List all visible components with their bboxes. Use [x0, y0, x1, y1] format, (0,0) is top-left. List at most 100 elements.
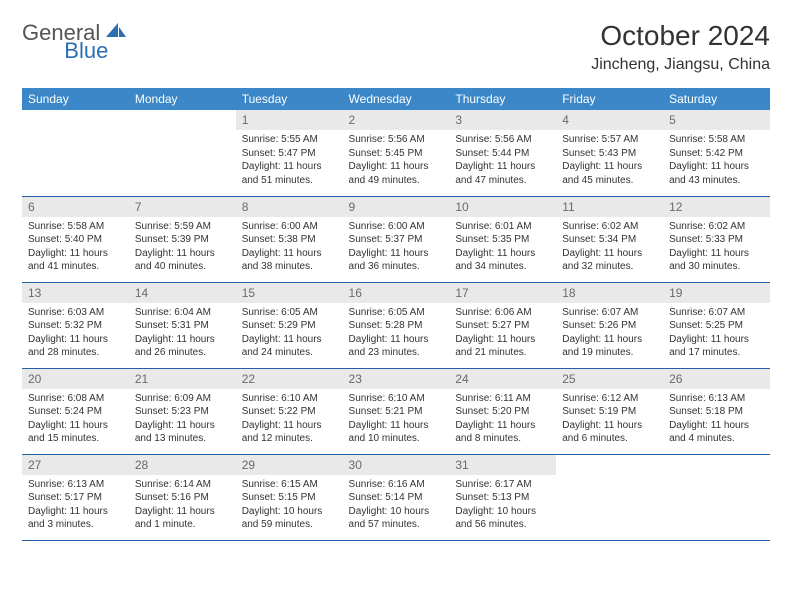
sunrise-text: Sunrise: 6:07 AM	[562, 306, 657, 320]
sunset-text: Sunset: 5:44 PM	[455, 147, 550, 161]
day-number: 31	[449, 455, 556, 475]
sunrise-text: Sunrise: 5:56 AM	[349, 133, 444, 147]
daylight-text: Daylight: 11 hours and 6 minutes.	[562, 419, 657, 446]
daylight-text: Daylight: 11 hours and 38 minutes.	[242, 247, 337, 274]
calendar-cell: 3Sunrise: 5:56 AMSunset: 5:44 PMDaylight…	[449, 110, 556, 196]
sunset-text: Sunset: 5:29 PM	[242, 319, 337, 333]
day-number: 27	[22, 455, 129, 475]
sunrise-text: Sunrise: 5:56 AM	[455, 133, 550, 147]
calendar-week: 1Sunrise: 5:55 AMSunset: 5:47 PMDaylight…	[22, 110, 770, 196]
calendar-cell: 2Sunrise: 5:56 AMSunset: 5:45 PMDaylight…	[343, 110, 450, 196]
sunrise-text: Sunrise: 6:13 AM	[669, 392, 764, 406]
day-data: Sunrise: 6:12 AMSunset: 5:19 PMDaylight:…	[556, 389, 663, 450]
sunset-text: Sunset: 5:31 PM	[135, 319, 230, 333]
day-number: 7	[129, 197, 236, 217]
sunset-text: Sunset: 5:21 PM	[349, 405, 444, 419]
day-number: 3	[449, 110, 556, 130]
day-number: 22	[236, 369, 343, 389]
sunset-text: Sunset: 5:25 PM	[669, 319, 764, 333]
daylight-text: Daylight: 11 hours and 17 minutes.	[669, 333, 764, 360]
calendar-cell: 24Sunrise: 6:11 AMSunset: 5:20 PMDayligh…	[449, 368, 556, 454]
daylight-text: Daylight: 11 hours and 45 minutes.	[562, 160, 657, 187]
day-data: Sunrise: 6:16 AMSunset: 5:14 PMDaylight:…	[343, 475, 450, 536]
calendar-cell	[556, 454, 663, 540]
sunrise-text: Sunrise: 5:58 AM	[28, 220, 123, 234]
calendar-cell: 14Sunrise: 6:04 AMSunset: 5:31 PMDayligh…	[129, 282, 236, 368]
calendar-cell: 10Sunrise: 6:01 AMSunset: 5:35 PMDayligh…	[449, 196, 556, 282]
day-number: 25	[556, 369, 663, 389]
day-data: Sunrise: 6:03 AMSunset: 5:32 PMDaylight:…	[22, 303, 129, 364]
daylight-text: Daylight: 11 hours and 4 minutes.	[669, 419, 764, 446]
day-data: Sunrise: 5:56 AMSunset: 5:45 PMDaylight:…	[343, 130, 450, 191]
daylight-text: Daylight: 11 hours and 19 minutes.	[562, 333, 657, 360]
sunrise-text: Sunrise: 5:55 AM	[242, 133, 337, 147]
calendar-cell: 15Sunrise: 6:05 AMSunset: 5:29 PMDayligh…	[236, 282, 343, 368]
day-data: Sunrise: 6:11 AMSunset: 5:20 PMDaylight:…	[449, 389, 556, 450]
day-data: Sunrise: 6:01 AMSunset: 5:35 PMDaylight:…	[449, 217, 556, 278]
sunset-text: Sunset: 5:35 PM	[455, 233, 550, 247]
sunset-text: Sunset: 5:40 PM	[28, 233, 123, 247]
sunrise-text: Sunrise: 5:57 AM	[562, 133, 657, 147]
calendar-cell: 1Sunrise: 5:55 AMSunset: 5:47 PMDaylight…	[236, 110, 343, 196]
day-header: Sunday	[22, 88, 129, 110]
day-data: Sunrise: 6:04 AMSunset: 5:31 PMDaylight:…	[129, 303, 236, 364]
sunrise-text: Sunrise: 6:11 AM	[455, 392, 550, 406]
daylight-text: Daylight: 11 hours and 10 minutes.	[349, 419, 444, 446]
day-number: 28	[129, 455, 236, 475]
sunset-text: Sunset: 5:18 PM	[669, 405, 764, 419]
daylight-text: Daylight: 11 hours and 30 minutes.	[669, 247, 764, 274]
day-number: 29	[236, 455, 343, 475]
daylight-text: Daylight: 11 hours and 1 minute.	[135, 505, 230, 532]
day-data: Sunrise: 6:14 AMSunset: 5:16 PMDaylight:…	[129, 475, 236, 536]
location: Jincheng, Jiangsu, China	[591, 56, 770, 74]
sunrise-text: Sunrise: 6:05 AM	[349, 306, 444, 320]
day-number: 1	[236, 110, 343, 130]
sunset-text: Sunset: 5:13 PM	[455, 491, 550, 505]
sunset-text: Sunset: 5:14 PM	[349, 491, 444, 505]
daylight-text: Daylight: 11 hours and 13 minutes.	[135, 419, 230, 446]
month-title: October 2024	[591, 20, 770, 52]
sunrise-text: Sunrise: 6:02 AM	[562, 220, 657, 234]
day-data: Sunrise: 6:02 AMSunset: 5:33 PMDaylight:…	[663, 217, 770, 278]
calendar-cell: 25Sunrise: 6:12 AMSunset: 5:19 PMDayligh…	[556, 368, 663, 454]
sunset-text: Sunset: 5:33 PM	[669, 233, 764, 247]
calendar-cell	[22, 110, 129, 196]
sunrise-text: Sunrise: 6:16 AM	[349, 478, 444, 492]
day-data: Sunrise: 5:55 AMSunset: 5:47 PMDaylight:…	[236, 130, 343, 191]
sunset-text: Sunset: 5:38 PM	[242, 233, 337, 247]
calendar-table: SundayMondayTuesdayWednesdayThursdayFrid…	[22, 88, 770, 541]
sunrise-text: Sunrise: 6:15 AM	[242, 478, 337, 492]
sunrise-text: Sunrise: 6:17 AM	[455, 478, 550, 492]
calendar-cell: 7Sunrise: 5:59 AMSunset: 5:39 PMDaylight…	[129, 196, 236, 282]
calendar-cell: 11Sunrise: 6:02 AMSunset: 5:34 PMDayligh…	[556, 196, 663, 282]
sunrise-text: Sunrise: 6:12 AM	[562, 392, 657, 406]
calendar-cell: 17Sunrise: 6:06 AMSunset: 5:27 PMDayligh…	[449, 282, 556, 368]
day-header: Friday	[556, 88, 663, 110]
day-data: Sunrise: 6:17 AMSunset: 5:13 PMDaylight:…	[449, 475, 556, 536]
sunrise-text: Sunrise: 6:09 AM	[135, 392, 230, 406]
day-number: 9	[343, 197, 450, 217]
day-data: Sunrise: 6:02 AMSunset: 5:34 PMDaylight:…	[556, 217, 663, 278]
sunset-text: Sunset: 5:27 PM	[455, 319, 550, 333]
day-data: Sunrise: 5:58 AMSunset: 5:40 PMDaylight:…	[22, 217, 129, 278]
sunset-text: Sunset: 5:32 PM	[28, 319, 123, 333]
day-header: Saturday	[663, 88, 770, 110]
day-number: 26	[663, 369, 770, 389]
daylight-text: Daylight: 11 hours and 24 minutes.	[242, 333, 337, 360]
calendar-cell: 16Sunrise: 6:05 AMSunset: 5:28 PMDayligh…	[343, 282, 450, 368]
day-data: Sunrise: 6:00 AMSunset: 5:37 PMDaylight:…	[343, 217, 450, 278]
calendar-cell: 22Sunrise: 6:10 AMSunset: 5:22 PMDayligh…	[236, 368, 343, 454]
day-data: Sunrise: 6:13 AMSunset: 5:18 PMDaylight:…	[663, 389, 770, 450]
day-data: Sunrise: 6:09 AMSunset: 5:23 PMDaylight:…	[129, 389, 236, 450]
sunset-text: Sunset: 5:28 PM	[349, 319, 444, 333]
day-header: Wednesday	[343, 88, 450, 110]
sunset-text: Sunset: 5:22 PM	[242, 405, 337, 419]
calendar-cell: 13Sunrise: 6:03 AMSunset: 5:32 PMDayligh…	[22, 282, 129, 368]
sunset-text: Sunset: 5:39 PM	[135, 233, 230, 247]
sunrise-text: Sunrise: 6:00 AM	[349, 220, 444, 234]
daylight-text: Daylight: 11 hours and 28 minutes.	[28, 333, 123, 360]
daylight-text: Daylight: 11 hours and 49 minutes.	[349, 160, 444, 187]
day-data: Sunrise: 6:00 AMSunset: 5:38 PMDaylight:…	[236, 217, 343, 278]
header: General Blue October 2024 Jincheng, Jian…	[22, 20, 770, 74]
day-data: Sunrise: 5:58 AMSunset: 5:42 PMDaylight:…	[663, 130, 770, 191]
